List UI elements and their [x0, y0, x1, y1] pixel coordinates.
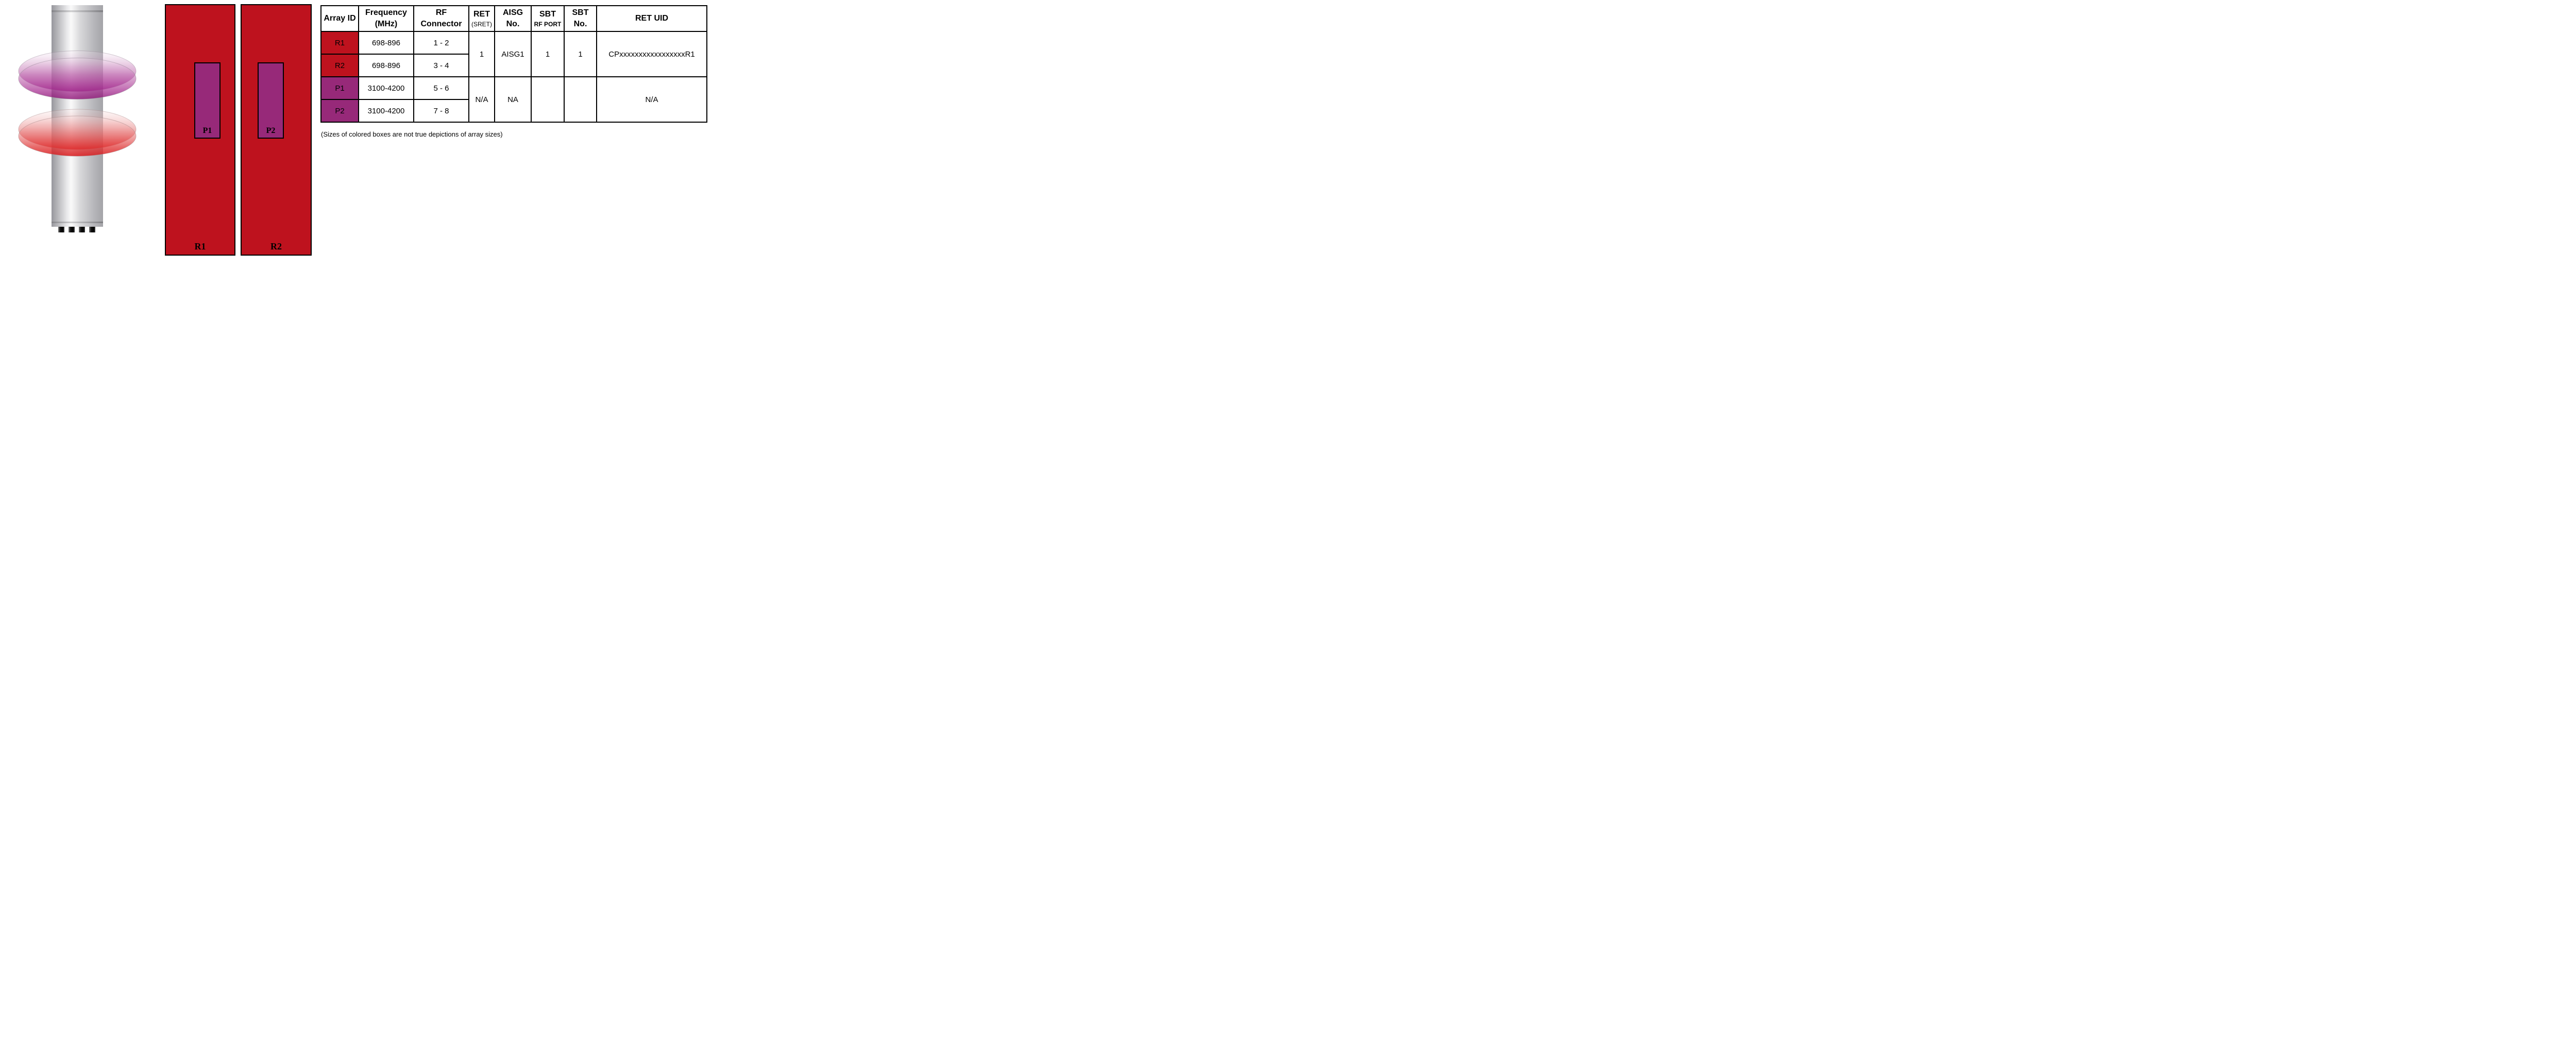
- aisg-no-cell: NA: [494, 76, 532, 123]
- col-header-rf-connector: RF Connector: [413, 5, 469, 32]
- ret-cell: N/A: [468, 76, 495, 123]
- antenna-spec-diagram: P1 R1 P2 R2 Array ID Frequency (MHz): [0, 0, 721, 260]
- frequency-cell: 698-896: [358, 31, 414, 55]
- col-header-ret-sret: RET (SRET): [468, 5, 495, 32]
- array-id-cell: R1: [320, 31, 359, 55]
- array-id-cell: R2: [320, 54, 359, 77]
- subarray-box-p1: P1: [194, 62, 221, 139]
- array-box-r2: P2 R2: [241, 4, 312, 256]
- aisg-no-cell: AISG1: [494, 31, 532, 77]
- frequency-cell: 698-896: [358, 54, 414, 77]
- rf-connector-cell: 7 - 8: [413, 99, 469, 123]
- header-text: RET UID: [635, 14, 668, 23]
- header-text: SBT: [539, 10, 556, 19]
- table-row-p2: P2 3100-4200 7 - 8: [320, 99, 707, 123]
- size-disclaimer-note: (Sizes of colored boxes are not true dep…: [321, 130, 503, 138]
- header-text: (SRET): [471, 20, 492, 28]
- sbt-no-cell: [564, 76, 597, 123]
- array-label-r2: R2: [270, 241, 282, 251]
- rf-connector-cell: 3 - 4: [413, 54, 469, 77]
- header-text: Frequency: [365, 8, 407, 18]
- spec-table: Array ID Frequency (MHz) RF Connector RE…: [320, 5, 707, 123]
- col-header-ret-uid: RET UID: [596, 5, 707, 32]
- rf-connector-cell: 1 - 2: [413, 31, 469, 55]
- antenna-seam-bottom: [52, 222, 103, 223]
- header-text: Connector: [420, 20, 462, 28]
- col-header-frequency: Frequency (MHz): [358, 5, 414, 32]
- col-header-sbt-no: SBT No.: [564, 5, 597, 32]
- col-header-array-id: Array ID: [320, 5, 359, 32]
- antenna-illustration: [18, 5, 137, 232]
- array-label-r1: R1: [194, 241, 206, 251]
- header-text: SBT: [572, 8, 589, 18]
- frequency-cell: 3100-4200: [358, 99, 414, 123]
- col-header-aisg-no: AISG No.: [494, 5, 532, 32]
- array-id-cell: P1: [320, 76, 359, 100]
- sbt-no-cell: 1: [564, 31, 597, 77]
- antenna-connector-stub: [89, 227, 95, 232]
- ret-uid-cell: N/A: [596, 76, 707, 123]
- header-text: No.: [573, 20, 587, 28]
- col-header-sbt-rf-port: SBT RF PORT: [531, 5, 565, 32]
- header-text: AISG: [502, 8, 523, 18]
- array-id-cell: P2: [320, 99, 359, 123]
- table-row-r1: R1 698-896 1 - 2 1 AISG1 1 1 CPxxxxxxxxx…: [320, 31, 707, 77]
- header-text: No.: [506, 20, 520, 28]
- header-text: (MHz): [375, 20, 398, 28]
- purple-beam-disc-lower: [18, 58, 137, 99]
- rf-connector-cell: 5 - 6: [413, 76, 469, 100]
- ret-uid-cell: CPxxxxxxxxxxxxxxxxxR1: [596, 31, 707, 77]
- subarray-label-p2: P2: [266, 126, 276, 135]
- table-row-p1: P1 3100-4200 5 - 6 N/A NA N/A: [320, 76, 707, 123]
- table-row-r2: R2 698-896 3 - 4: [320, 54, 707, 77]
- antenna-connector-stub: [69, 227, 75, 232]
- header-text: RF: [435, 8, 447, 18]
- subarray-box-p2: P2: [258, 62, 284, 139]
- sbt-rf-port-cell: 1: [531, 31, 565, 77]
- ret-cell: 1: [468, 31, 495, 77]
- header-text: RET: [473, 10, 490, 19]
- header-text: RF PORT: [534, 20, 562, 28]
- subarray-label-p1: P1: [202, 126, 212, 135]
- frequency-cell: 3100-4200: [358, 76, 414, 100]
- sbt-rf-port-cell: [531, 76, 565, 123]
- red-beam-disc-lower: [18, 115, 137, 157]
- header-text: Array ID: [324, 14, 356, 23]
- antenna-connector-stub: [79, 227, 85, 232]
- antenna-seam-top: [52, 10, 103, 12]
- antenna-connector-stub: [58, 227, 64, 232]
- array-box-r1: P1 R1: [165, 4, 235, 256]
